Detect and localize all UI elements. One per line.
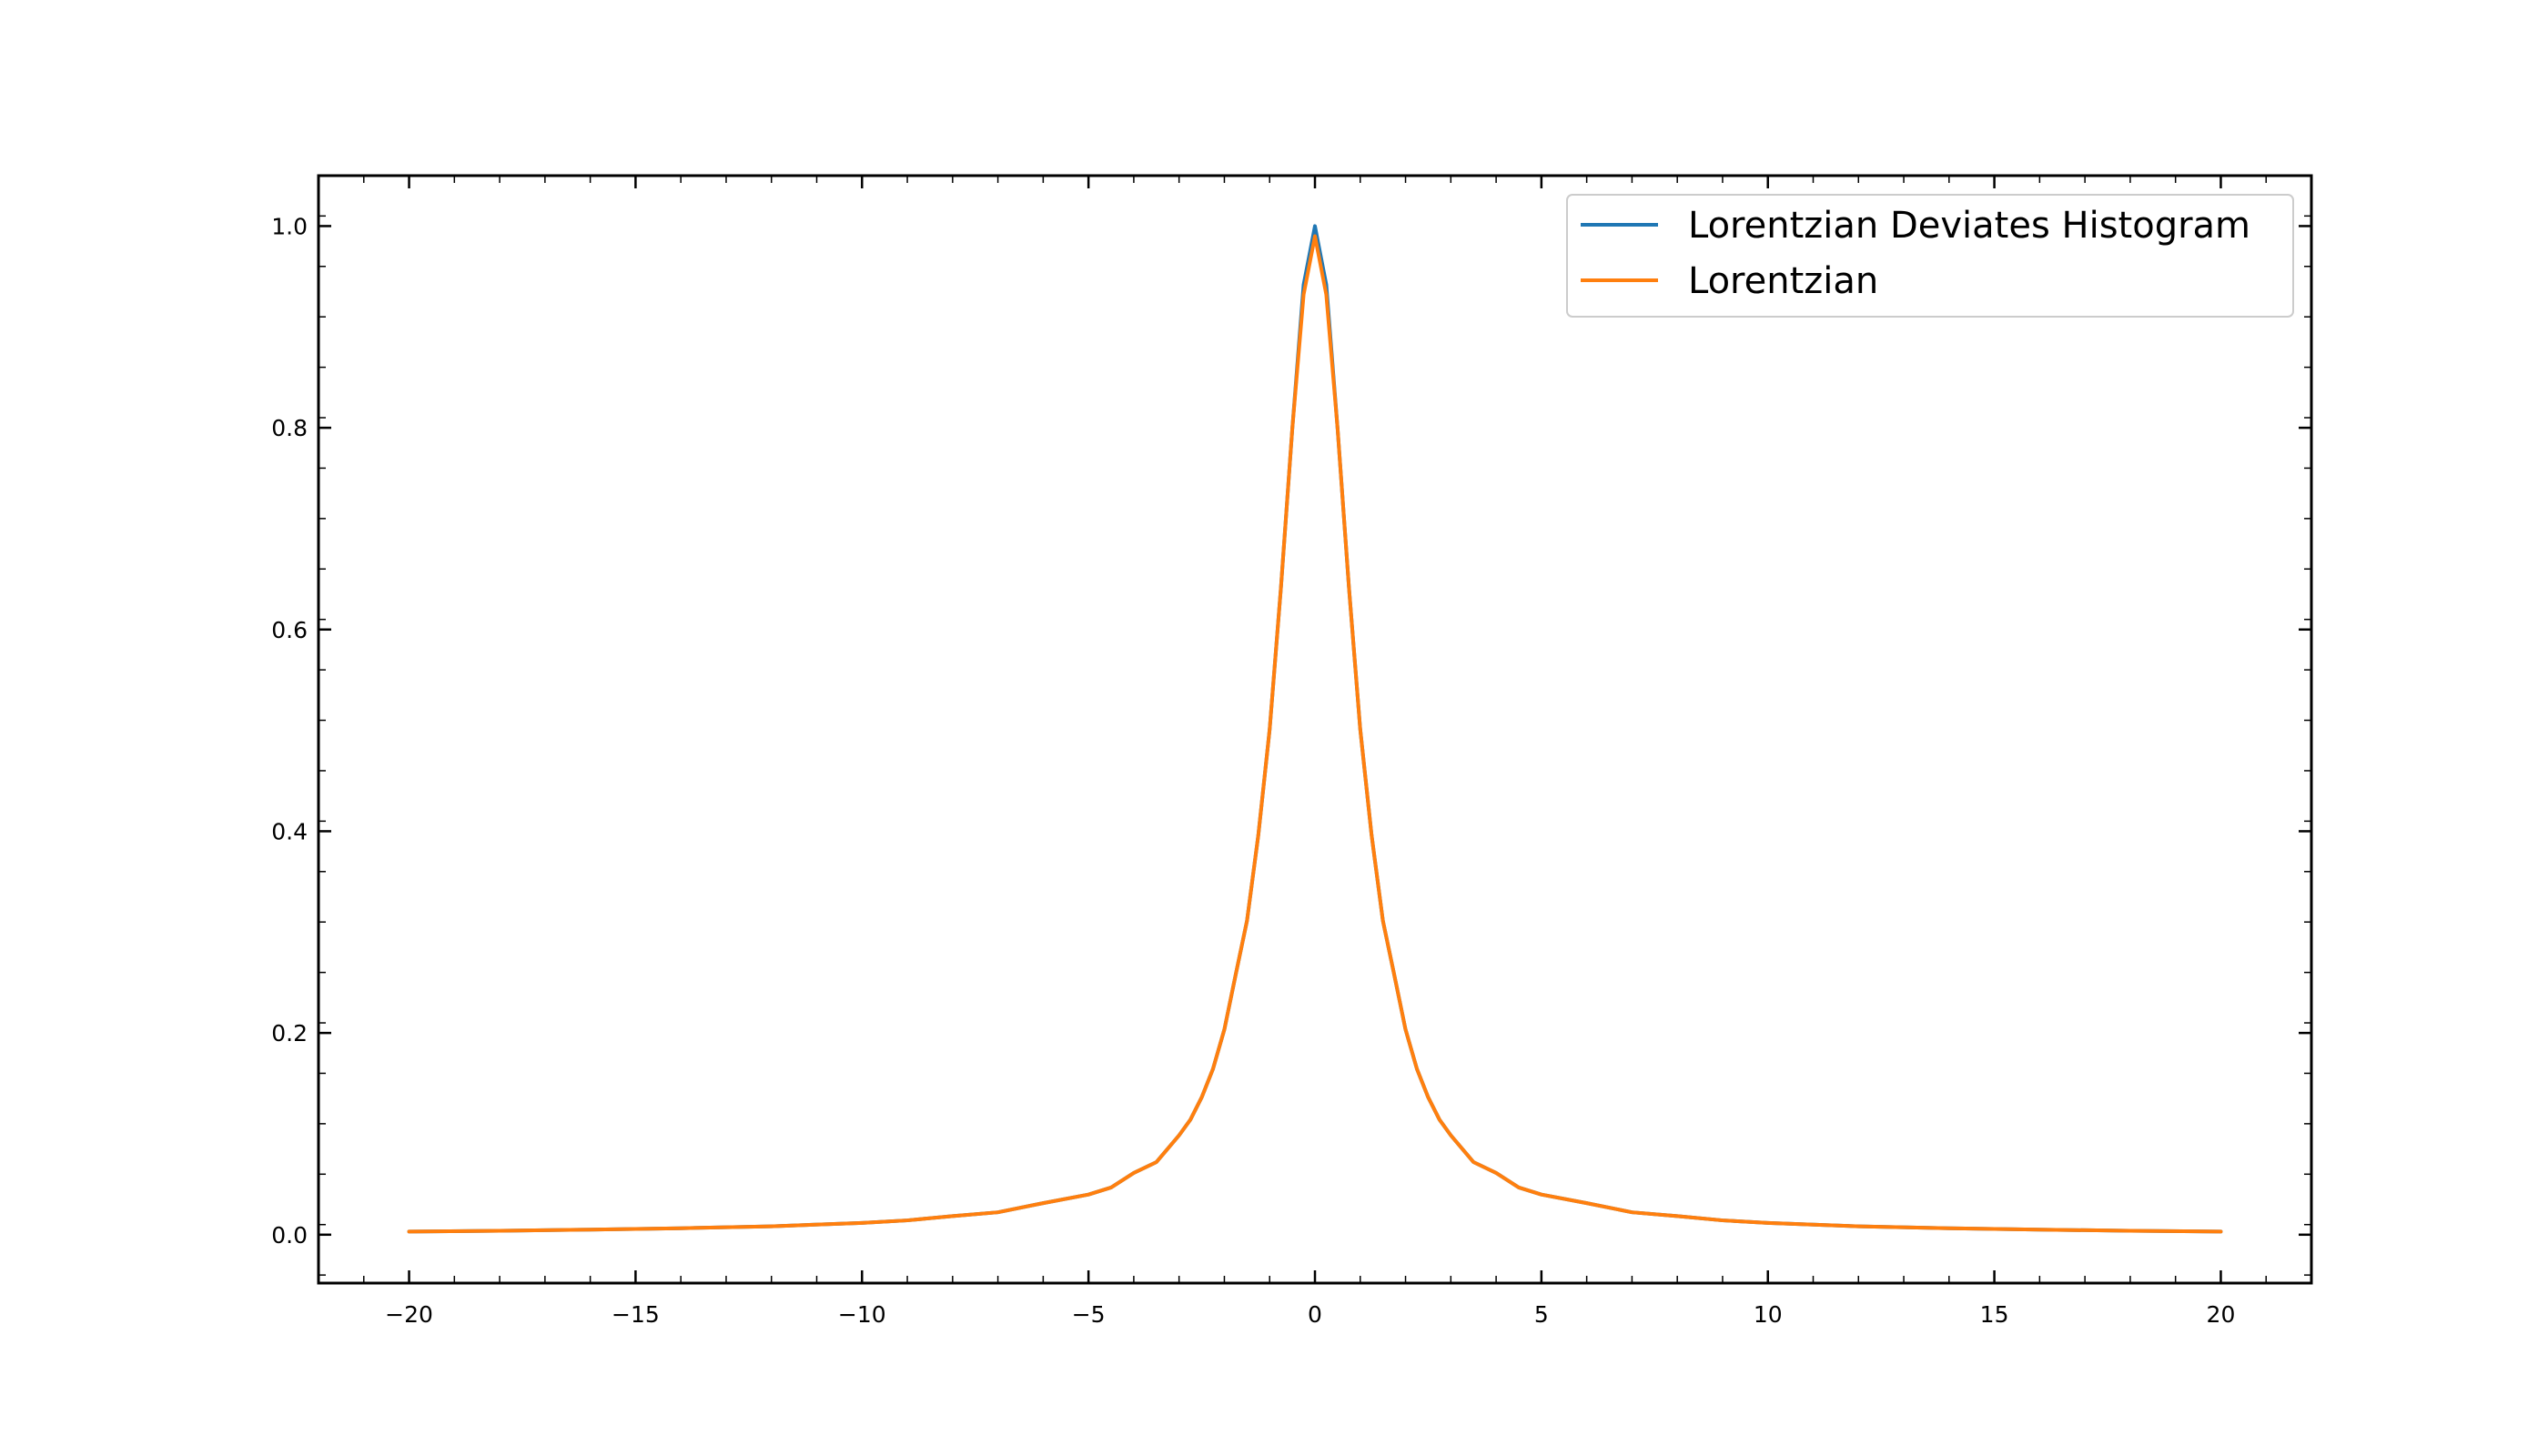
y-axis-ticks: 0.0 0.2 0.4 0.6 0.8 1.0 xyxy=(271,213,2311,1276)
x-tick-label: 15 xyxy=(1980,1301,2009,1328)
x-tick-label: −5 xyxy=(1072,1301,1106,1328)
y-tick-label: 0.8 xyxy=(271,415,308,441)
x-tick-label: 5 xyxy=(1534,1301,1549,1328)
x-tick-label: −15 xyxy=(612,1301,660,1328)
x-tick-label: −20 xyxy=(385,1301,433,1328)
legend: Lorentzian Deviates Histogram Lorentzian xyxy=(1566,194,2294,318)
x-tick-label: 0 xyxy=(1308,1301,1322,1328)
y-tick-label: 0.2 xyxy=(271,1020,308,1046)
y-tick-label: 0.0 xyxy=(271,1222,308,1249)
x-tick-label: 20 xyxy=(2207,1301,2236,1328)
plot-area-background xyxy=(318,176,2311,1283)
y-tick-label: 1.0 xyxy=(271,213,308,239)
series-layer xyxy=(407,224,2223,1234)
series-line-1 xyxy=(407,234,2223,1234)
plot-frame xyxy=(317,174,2313,1285)
legend-box xyxy=(1566,194,2294,318)
legend-label-histogram: Lorentzian Deviates Histogram xyxy=(1688,205,2250,247)
y-tick-label: 0.4 xyxy=(271,818,308,844)
x-tick-label: −10 xyxy=(838,1301,886,1328)
y-tick-label: 0.6 xyxy=(271,617,308,643)
legend-label-lorentzian: Lorentzian xyxy=(1688,260,1878,302)
x-tick-label: 10 xyxy=(1754,1301,1783,1328)
